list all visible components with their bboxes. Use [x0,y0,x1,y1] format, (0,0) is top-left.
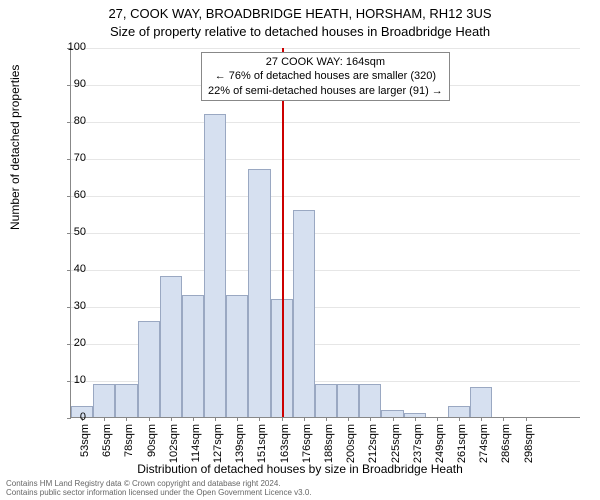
histogram-bar [448,406,470,417]
x-tick-mark [171,417,172,421]
histogram-bar [359,384,381,417]
x-tick-mark [193,417,194,421]
x-tick-mark [304,417,305,421]
histogram-bar [138,321,160,417]
x-tick-label: 176sqm [301,424,313,464]
y-tick-label: 80 [46,115,86,127]
grid-line [71,196,580,197]
histogram-bar [160,276,182,417]
grid-line [71,122,580,123]
x-tick-label: 151sqm [256,424,268,464]
y-tick-label: 100 [46,41,86,53]
y-tick-label: 0 [46,411,86,423]
x-tick-label: 78sqm [123,424,135,464]
x-tick-mark [259,417,260,421]
x-tick-label: 90sqm [146,424,158,464]
y-tick-label: 90 [46,78,86,90]
chart-title-line2: Size of property relative to detached ho… [0,24,600,39]
x-tick-mark [526,417,527,421]
histogram-bar [93,384,115,417]
x-tick-mark [326,417,327,421]
x-tick-label: 200sqm [345,424,357,464]
x-tick-label: 249sqm [434,424,446,464]
grid-line [71,48,580,49]
x-tick-label: 225sqm [390,424,402,464]
grid-line [71,159,580,160]
x-tick-mark [126,417,127,421]
x-tick-mark [370,417,371,421]
x-tick-mark [237,417,238,421]
y-tick-label: 40 [46,263,86,275]
x-tick-mark [393,417,394,421]
histogram-bar [470,387,492,417]
x-tick-label: 237sqm [412,424,424,464]
grid-line [71,307,580,308]
x-tick-mark [215,417,216,421]
x-tick-label: 274sqm [478,424,490,464]
x-axis-label: Distribution of detached houses by size … [0,462,600,476]
grid-line [71,270,580,271]
y-tick-label: 50 [46,226,86,238]
histogram-bar [115,384,137,417]
annotation-line2: ← 76% of detached houses are smaller (32… [208,69,443,83]
histogram-bar [293,210,315,417]
y-tick-label: 70 [46,152,86,164]
chart-title-line1: 27, COOK WAY, BROADBRIDGE HEATH, HORSHAM… [0,6,600,21]
histogram-bar [182,295,204,417]
histogram-bar [337,384,359,417]
y-tick-label: 60 [46,189,86,201]
x-tick-label: 163sqm [279,424,291,464]
x-tick-label: 102sqm [168,424,180,464]
y-tick-label: 10 [46,374,86,386]
plot-area: 27 COOK WAY: 164sqm ← 76% of detached ho… [70,48,580,418]
x-tick-mark [104,417,105,421]
x-tick-label: 114sqm [190,424,202,464]
x-tick-mark [149,417,150,421]
y-tick-label: 30 [46,300,86,312]
x-tick-mark [348,417,349,421]
grid-line [71,233,580,234]
histogram-bar [381,410,403,417]
x-tick-label: 286sqm [500,424,512,464]
annotation-line1: 27 COOK WAY: 164sqm [208,55,443,69]
x-tick-mark [503,417,504,421]
x-tick-mark [437,417,438,421]
footer-line2: Contains public sector information licen… [6,489,312,498]
x-tick-mark [459,417,460,421]
x-tick-label: 65sqm [101,424,113,464]
footer-attribution: Contains HM Land Registry data © Crown c… [6,480,312,498]
histogram-bar [248,169,270,417]
reference-marker-line [282,48,284,417]
x-tick-label: 139sqm [234,424,246,464]
y-axis-label: Number of detached properties [8,65,22,230]
x-tick-label: 53sqm [79,424,91,464]
x-tick-label: 212sqm [367,424,379,464]
histogram-bar [315,384,337,417]
x-tick-mark [282,417,283,421]
chart-container: 27, COOK WAY, BROADBRIDGE HEATH, HORSHAM… [0,0,600,500]
x-tick-label: 127sqm [212,424,224,464]
x-tick-mark [415,417,416,421]
annotation-box: 27 COOK WAY: 164sqm ← 76% of detached ho… [201,52,450,101]
x-tick-label: 298sqm [523,424,535,464]
histogram-bar [204,114,226,417]
x-tick-label: 261sqm [456,424,468,464]
annotation-line3: 22% of semi-detached houses are larger (… [208,84,443,98]
histogram-bar [226,295,248,417]
x-tick-mark [481,417,482,421]
y-tick-label: 20 [46,337,86,349]
x-tick-label: 188sqm [323,424,335,464]
